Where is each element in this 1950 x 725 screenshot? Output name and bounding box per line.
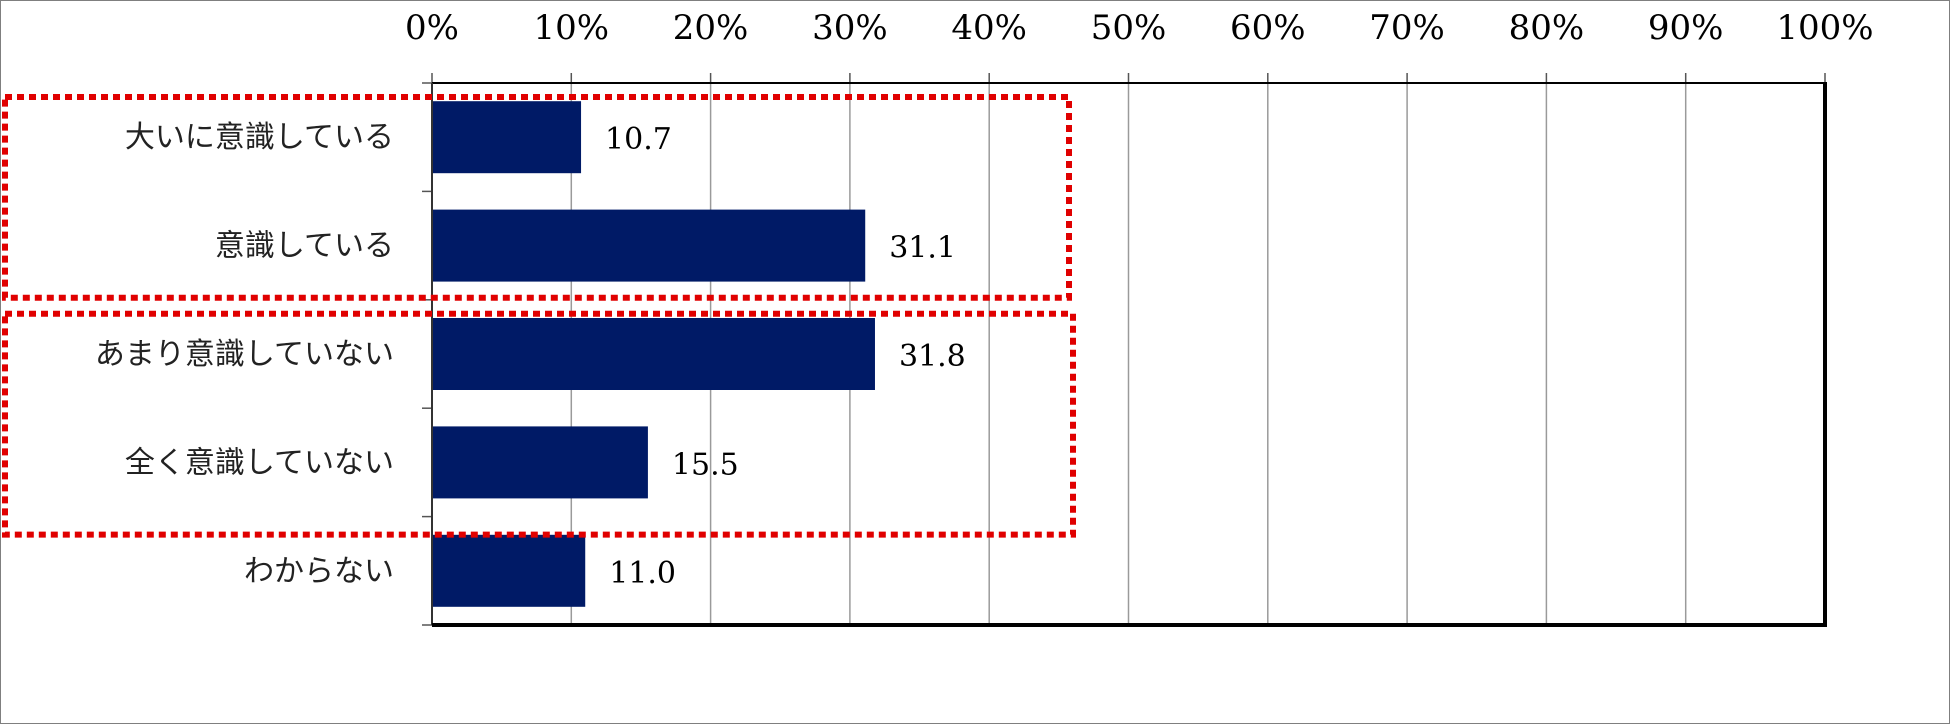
data-label: 10.7 [605, 122, 672, 157]
bar [432, 318, 875, 390]
plot-frame [431, 82, 1827, 627]
category-label: 大いに意識している [125, 120, 394, 155]
x-tick-label: 80% [1509, 8, 1585, 48]
bar [432, 534, 586, 607]
x-tick-labels: 0% 10% 20% 30% 40% 50% 60% 70% 80% 90% 100% [405, 8, 1874, 48]
highlight-box [2, 94, 1072, 301]
data-label: 31.8 [899, 339, 966, 374]
x-tick-label: 0% [405, 8, 459, 48]
highlight-box [2, 310, 1076, 538]
highlight-boxes [2, 94, 1076, 538]
bar [432, 426, 648, 499]
data-label: 15.5 [672, 447, 739, 482]
x-tick-label: 60% [1230, 8, 1306, 48]
x-tick-label: 40% [951, 8, 1027, 48]
value-labels: 10.7 31.1 31.8 15.5 11.0 [605, 122, 966, 591]
bar [432, 101, 582, 174]
category-label: 全く意識していない [125, 445, 394, 480]
data-label: 11.0 [609, 556, 676, 591]
x-tick-label: 70% [1369, 8, 1445, 48]
x-tick-label: 50% [1091, 8, 1167, 48]
category-label: あまり意識していない [95, 337, 394, 372]
bar [432, 209, 866, 282]
category-label: わからない [244, 554, 394, 589]
category-label: 意識している [215, 229, 394, 264]
x-tick-label: 90% [1648, 8, 1724, 48]
x-tick-label: 100% [1776, 8, 1873, 48]
x-tick-label: 20% [673, 8, 749, 48]
bars [432, 101, 875, 607]
x-tick-label: 30% [812, 8, 888, 48]
x-tick-label: 10% [534, 8, 610, 48]
data-label: 31.1 [889, 231, 956, 266]
